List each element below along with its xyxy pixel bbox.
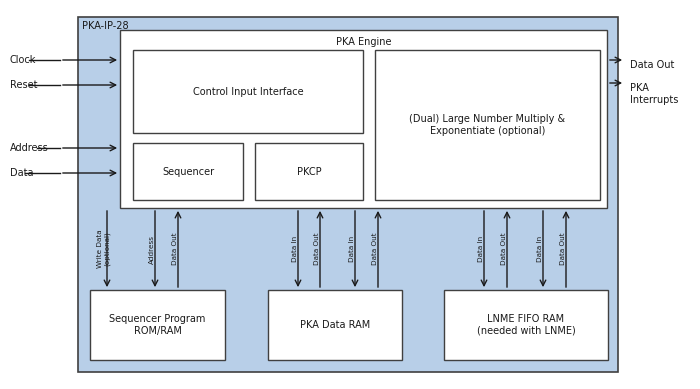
Bar: [444, 290, 608, 360]
Bar: [90, 290, 225, 360]
Text: Reset: Reset: [10, 80, 38, 90]
Bar: [133, 143, 243, 200]
Bar: [78, 17, 618, 372]
Text: Data Out: Data Out: [501, 233, 507, 265]
Text: Clock: Clock: [10, 55, 36, 65]
Text: Address: Address: [10, 143, 49, 153]
Text: Data In: Data In: [349, 236, 355, 262]
Bar: [120, 30, 607, 208]
Text: Data In: Data In: [537, 236, 543, 262]
Text: Data Out: Data Out: [314, 233, 320, 265]
Text: Write Data
(optional): Write Data (optional): [97, 230, 111, 268]
Text: (Dual) Large Number Multiply &
Exponentiate (optional): (Dual) Large Number Multiply & Exponenti…: [410, 114, 566, 136]
Text: Data In: Data In: [292, 236, 298, 262]
Text: Data Out: Data Out: [172, 233, 178, 265]
Text: PKA
Interrupts: PKA Interrupts: [630, 83, 678, 105]
Text: LNME FIFO RAM
(needed with LNME): LNME FIFO RAM (needed with LNME): [477, 314, 575, 336]
Text: PKA Engine: PKA Engine: [336, 37, 391, 47]
Text: Data Out: Data Out: [560, 233, 566, 265]
Text: Sequencer: Sequencer: [162, 166, 214, 177]
Text: Sequencer Program
ROM/RAM: Sequencer Program ROM/RAM: [109, 314, 206, 336]
Text: PKA-IP-28: PKA-IP-28: [82, 21, 129, 31]
Text: PKCP: PKCP: [297, 166, 321, 177]
Bar: [255, 143, 363, 200]
Text: Data: Data: [10, 168, 34, 178]
Text: Data Out: Data Out: [630, 60, 674, 70]
Text: Data Out: Data Out: [372, 233, 378, 265]
Bar: [375, 50, 600, 200]
Text: Address: Address: [149, 235, 155, 263]
Text: Data In: Data In: [478, 236, 484, 262]
Text: Control Input Interface: Control Input Interface: [193, 86, 303, 96]
Text: PKA Data RAM: PKA Data RAM: [300, 320, 370, 330]
Bar: [133, 50, 363, 133]
Bar: [268, 290, 402, 360]
